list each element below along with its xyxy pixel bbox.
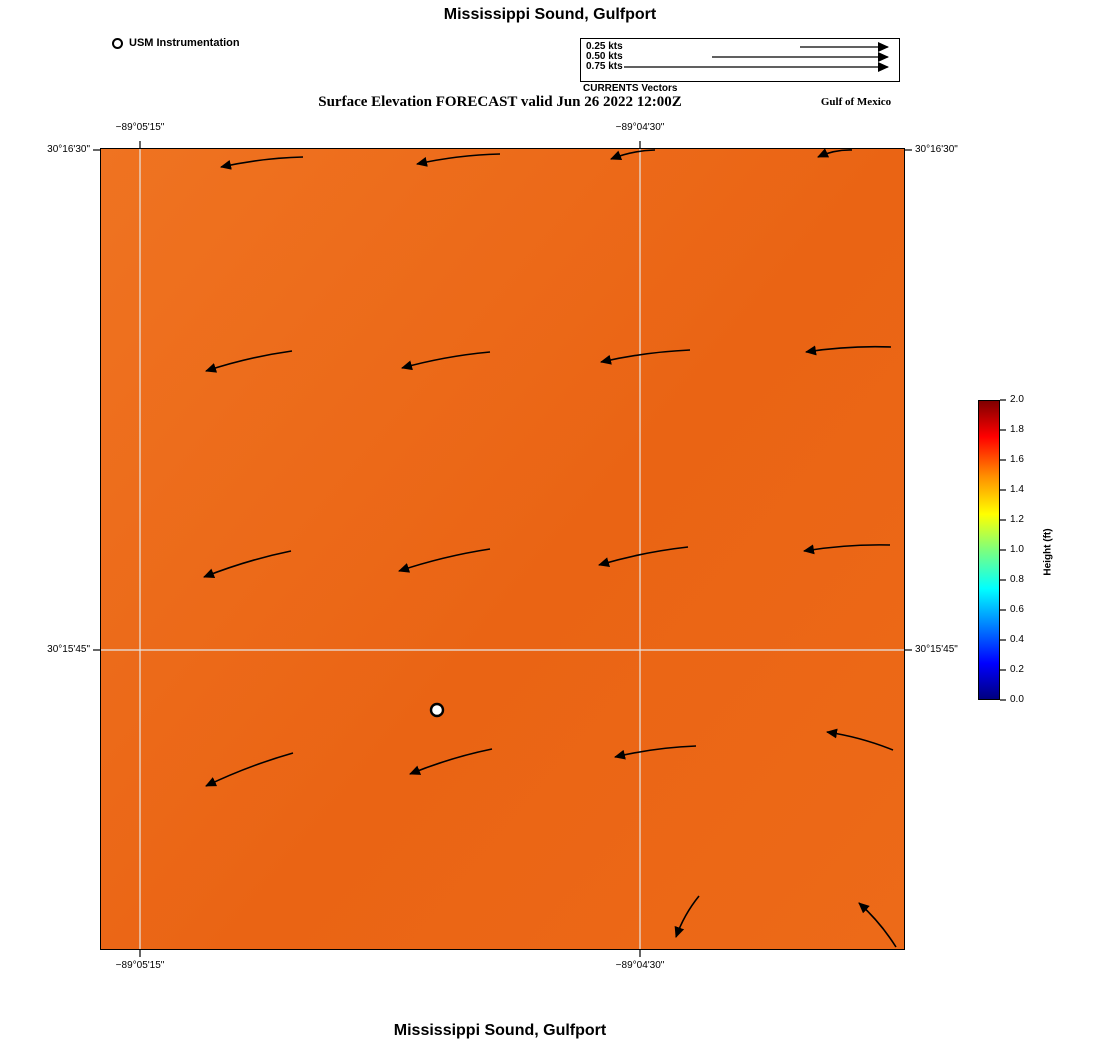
y-tick-label-left: 30°15'45" (47, 644, 90, 655)
currents-vector-legend-caption: CURRENTS Vectors (583, 83, 678, 94)
colorbar-tick-label: 1.2 (1010, 514, 1024, 525)
legend-speed-label: 0.25 kts (586, 41, 623, 52)
colorbar (978, 400, 1000, 700)
figure-top-title: Mississippi Sound, Gulfport (443, 6, 657, 23)
legend-speed-label: 0.75 kts (586, 61, 623, 72)
colorbar-tick-label: 0.6 (1010, 604, 1024, 615)
currents-vector-legend-box (580, 38, 900, 82)
x-tick-label-bottom: −89°04'30" (615, 960, 665, 971)
map-plot (100, 148, 905, 950)
colorbar-tick-label: 1.0 (1010, 544, 1024, 555)
colorbar-tick-label: 0.8 (1010, 574, 1024, 585)
colorbar-tick-label: 1.4 (1010, 484, 1024, 495)
x-tick-label-top: −89°04'30" (615, 122, 665, 133)
colorbar-tick-label: 0.4 (1010, 634, 1024, 645)
instrument-legend-label: USM Instrumentation (129, 37, 240, 49)
x-tick-label-bottom: −89°05'15" (115, 960, 165, 971)
region-label: Gulf of Mexico (820, 96, 892, 108)
y-tick-label-right: 30°15'45" (915, 644, 958, 655)
y-tick-label-right: 30°16'30" (915, 144, 958, 155)
legend-speed-label: 0.50 kts (586, 51, 623, 62)
colorbar-tick-label: 1.6 (1010, 454, 1024, 465)
station-circle-icon (112, 37, 123, 49)
y-tick-label-left: 30°16'30" (47, 144, 90, 155)
colorbar-axis-label: Height (ft) (1042, 528, 1054, 576)
colorbar-tick-label: 2.0 (1010, 394, 1024, 405)
colorbar-tick-label: 1.8 (1010, 424, 1024, 435)
figure-bottom-title: Mississippi Sound, Gulfport (393, 1022, 607, 1039)
colorbar-tick-label: 0.2 (1010, 664, 1024, 675)
forecast-subtitle: Surface Elevation FORECAST valid Jun 26 … (318, 94, 682, 110)
instrument-legend: USM Instrumentation (112, 37, 240, 49)
x-tick-label-top: −89°05'15" (115, 122, 165, 133)
colorbar-tick-label: 0.0 (1010, 694, 1024, 705)
